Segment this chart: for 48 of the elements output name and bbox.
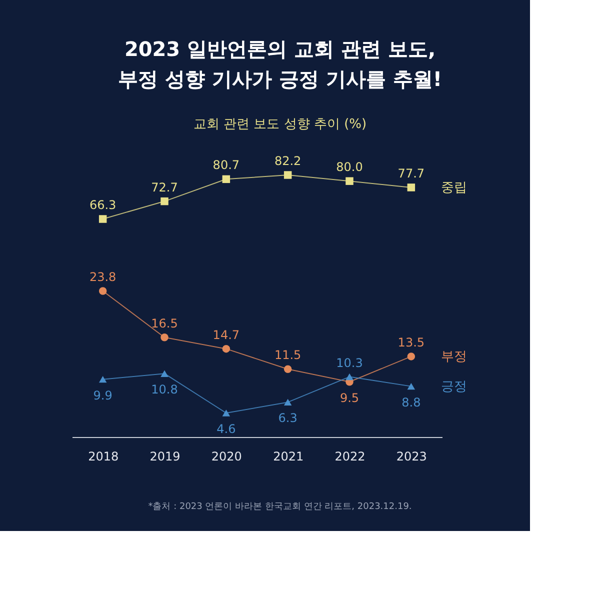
data-label: 80.7 (212, 158, 240, 172)
x-tick-label: 2022 (334, 450, 366, 464)
data-label: 11.5 (274, 348, 302, 362)
data-label: 80.0 (336, 160, 363, 174)
point (407, 352, 416, 360)
text: 부정 성향 기사가 긍정 기사를 추월! (118, 67, 442, 91)
point (346, 373, 354, 380)
point (407, 184, 416, 192)
data-label: 82.2 (274, 154, 302, 168)
data-label: 23.8 (89, 270, 116, 284)
point (160, 370, 168, 377)
text: *출처 : 2023 언론이 바라본 한국교회 연간 리포트, 2023.12.19. (148, 502, 412, 512)
point (98, 376, 107, 383)
data-label: 66.3 (89, 198, 116, 212)
data-label: 10.8 (151, 382, 178, 397)
point (346, 177, 354, 185)
point (284, 365, 292, 374)
text: 2023 일반언론의 교회 관련 보도, (124, 37, 436, 61)
data-label: 72.7 (151, 180, 178, 194)
x-tick-label: 2018 (88, 450, 119, 464)
point (160, 334, 168, 342)
data-label: 9.5 (340, 390, 360, 405)
x-tick-label: 2021 (273, 450, 304, 464)
data-label: 13.5 (398, 335, 425, 350)
point (160, 197, 168, 206)
point (222, 410, 230, 416)
point (98, 287, 107, 295)
x-tick-label: 2023 (396, 450, 427, 464)
data-label: 16.5 (151, 316, 178, 330)
x-tick-label: 2020 (211, 450, 242, 464)
point (98, 215, 107, 223)
data-label: 6.3 (278, 411, 298, 426)
data-label: 10.3 (336, 356, 363, 370)
point (222, 344, 230, 353)
point (284, 398, 292, 406)
text: 긍정 (441, 379, 468, 394)
x-tick-label: 2019 (150, 450, 180, 464)
point (284, 171, 292, 179)
data-label: 9.9 (93, 388, 112, 402)
data-label: 4.6 (216, 422, 236, 436)
point (222, 175, 230, 184)
data-label: 8.8 (402, 395, 421, 410)
data-label: 14.7 (212, 328, 240, 342)
point (407, 382, 416, 390)
text: 부정 (441, 349, 468, 364)
chart-subtitle: 교회 관련 보도 성향 추이 (%) (193, 117, 367, 132)
text: 중립 (441, 180, 468, 196)
data-label: 77.7 (398, 166, 425, 180)
